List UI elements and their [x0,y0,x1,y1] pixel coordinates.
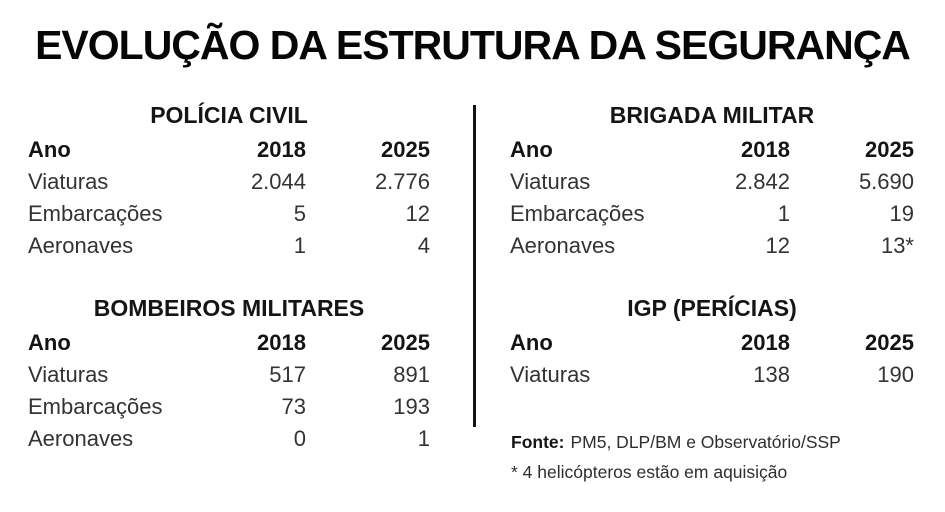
column-header-2025: 2025 [865,330,914,355]
value-2018: 2.842 [734,169,790,194]
column-header-2025: 2025 [381,330,430,355]
column-header-2025: 2025 [865,137,914,162]
table-row: Aeronaves 1 4 [28,230,430,262]
row-label: Aeronaves [28,233,134,258]
column-header-2025: 2025 [381,137,430,162]
value-2018: 1 [293,233,306,258]
bombeiros-militares-section: BOMBEIROS MILITARES Ano 2018 2025 Viatur… [28,295,430,455]
table-row: Viaturas 138 190 [510,359,914,391]
table-header-row: Ano 2018 2025 [28,327,430,359]
table-row: Embarcações 5 12 [28,198,430,230]
value-2025: 13* [880,233,914,258]
page-title: EVOLUÇÃO DA ESTRUTURA DA SEGURANÇA [35,22,911,68]
source-text: PM5, DLP/BM e Observatório/SSP [570,432,841,452]
value-2018: 1 [777,201,790,226]
row-label: Viaturas [28,169,109,194]
table-row: Viaturas 2.044 2.776 [28,166,430,198]
row-label: Viaturas [510,169,591,194]
column-header-2018: 2018 [741,330,790,355]
igp-pericias-section: IGP (PERÍCIAS) Ano 2018 2025 Viaturas 13… [510,295,914,391]
table-row: Embarcações 1 19 [510,198,914,230]
row-label: Embarcações [510,201,645,226]
row-label: Embarcações [28,201,163,226]
value-2018: 12 [765,233,790,258]
column-header-ano: Ano [28,137,71,162]
value-2018: 5 [293,201,306,226]
value-2025: 2.776 [374,169,430,194]
source-label: Fonte: [511,432,565,452]
table-row: Viaturas 2.842 5.690 [510,166,914,198]
table-row: Embarcações 73 193 [28,391,430,423]
value-2025: 891 [393,362,430,387]
value-2018: 2.044 [250,169,306,194]
policia-civil-section: POLÍCIA CIVIL Ano 2018 2025 Viaturas 2.0… [28,102,430,262]
brigada-militar-title: BRIGADA MILITAR [609,102,815,128]
column-header-ano: Ano [28,330,71,355]
column-header-2018: 2018 [741,137,790,162]
value-2018: 517 [269,362,306,387]
footer: Fonte: PM5, DLP/BM e Observatório/SSP * 4… [511,427,931,487]
row-label: Aeronaves [510,233,616,258]
value-2025: 5.690 [858,169,914,194]
igp-pericias-title: IGP (PERÍCIAS) [627,295,797,321]
value-2018: 73 [281,394,306,419]
value-2025: 4 [417,233,430,258]
policia-civil-title: POLÍCIA CIVIL [150,102,308,128]
table-row: Viaturas 517 891 [28,359,430,391]
value-2025: 1 [417,426,430,451]
table-header-row: Ano 2018 2025 [510,134,914,166]
column-header-2018: 2018 [257,330,306,355]
column-header-ano: Ano [510,330,553,355]
table-row: Aeronaves 12 13* [510,230,914,262]
row-label: Aeronaves [28,426,134,451]
value-2025: 190 [877,362,914,387]
footnote: * 4 helicópteros estão em aquisição [511,462,788,482]
row-label: Embarcações [28,394,163,419]
vertical-divider [473,105,476,427]
source-line: Fonte: PM5, DLP/BM e Observatório/SSP [511,427,931,457]
table-row: Aeronaves 0 1 [28,423,430,455]
row-label: Viaturas [510,362,591,387]
row-label: Viaturas [28,362,109,387]
column-header-ano: Ano [510,137,553,162]
value-2025: 12 [405,201,430,226]
value-2018: 138 [753,362,790,387]
table-header-row: Ano 2018 2025 [28,134,430,166]
table-header-row: Ano 2018 2025 [510,327,914,359]
brigada-militar-section: BRIGADA MILITAR Ano 2018 2025 Viaturas 2… [510,102,914,262]
value-2018: 0 [293,426,306,451]
column-header-2018: 2018 [257,137,306,162]
value-2025: 193 [393,394,430,419]
value-2025: 19 [889,201,914,226]
bombeiros-militares-title: BOMBEIROS MILITARES [93,295,365,321]
